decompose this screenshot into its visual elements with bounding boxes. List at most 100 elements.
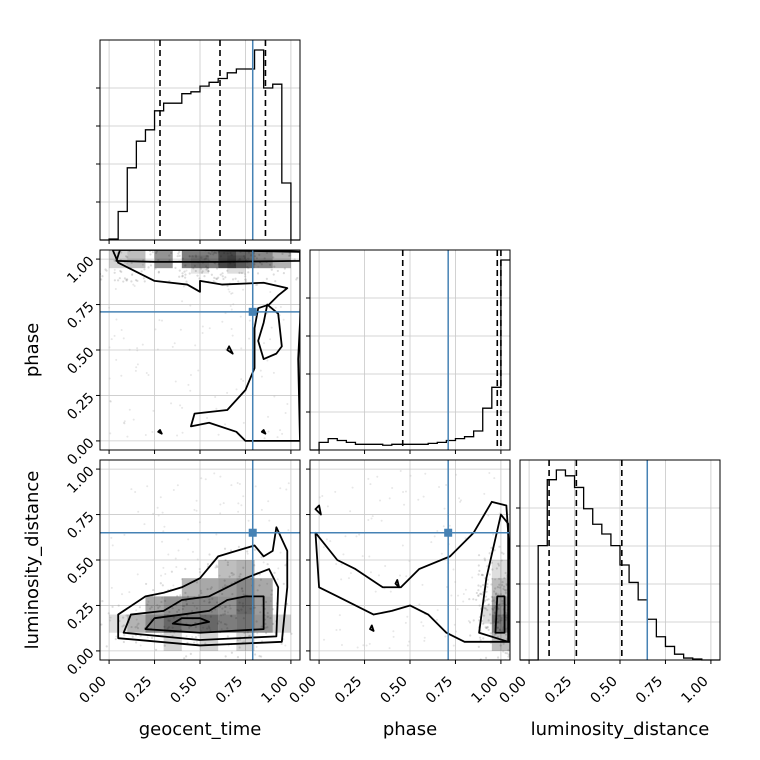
scatter-point [286, 242, 288, 244]
scatter-point [161, 511, 164, 514]
scatter-point [266, 563, 269, 566]
scatter-point [123, 422, 126, 425]
scatter-point [497, 607, 500, 610]
scatter-point [215, 277, 219, 281]
scatter-point [144, 582, 148, 586]
scatter-point [238, 483, 241, 486]
scatter-point [488, 573, 491, 576]
scatter-point [191, 550, 194, 553]
scatter-point [230, 327, 233, 330]
contour-line [226, 345, 234, 355]
scatter-point [208, 600, 211, 604]
scatter-point [172, 489, 175, 492]
scatter-point [253, 653, 257, 656]
scatter-point [448, 524, 451, 527]
scatter-point [244, 278, 247, 281]
scatter-point [113, 268, 116, 271]
scatter-point [203, 275, 206, 278]
scatter-point [406, 644, 409, 647]
scatter-point [504, 633, 508, 636]
x-tick-label: 0.00 [77, 674, 110, 707]
density-cell [491, 578, 510, 597]
scatter-point [458, 497, 461, 500]
scatter-point [260, 556, 263, 559]
x-tick-label: 0.50 [587, 674, 620, 707]
scatter-point [479, 585, 482, 588]
scatter-point [128, 591, 131, 594]
scatter-point [485, 626, 488, 630]
scatter-point [139, 644, 142, 647]
scatter-point [477, 589, 480, 592]
scatter-point [154, 648, 158, 651]
scatter-point [486, 626, 489, 629]
scatter-point [149, 264, 153, 267]
scatter-point [456, 608, 459, 611]
scatter-point [513, 628, 515, 630]
scatter-point [209, 243, 211, 245]
scatter-point [430, 541, 433, 544]
scatter-point [237, 502, 240, 505]
scatter-point [189, 389, 192, 392]
scatter-point [267, 500, 270, 503]
scatter-point [221, 592, 224, 596]
scatter-point [495, 567, 498, 570]
scatter-point [502, 552, 505, 555]
x-tick-label: 0.00 [497, 674, 530, 707]
scatter-point [422, 495, 425, 498]
x-axis-label-phase: phase [383, 719, 437, 740]
scatter-point [490, 583, 493, 586]
scatter-point [128, 348, 131, 351]
scatter-point [274, 247, 276, 249]
density-cell [218, 596, 237, 615]
scatter-point [146, 485, 149, 488]
scatter-point [171, 345, 174, 348]
scatter-point [368, 642, 371, 645]
scatter-point [240, 378, 243, 381]
scatter-point [498, 603, 501, 607]
scatter-point [418, 603, 421, 606]
scatter-point [138, 606, 141, 609]
scatter-point [514, 566, 516, 568]
scatter-point [401, 544, 404, 547]
scatter-point [136, 626, 140, 630]
scatter-point [273, 571, 276, 574]
scatter-point [109, 400, 112, 403]
density-cell [145, 614, 164, 633]
scatter-point [177, 549, 180, 552]
density-cell [181, 596, 200, 615]
scatter-point [326, 505, 329, 508]
scatter-point [111, 544, 114, 547]
scatter-point [150, 606, 153, 609]
scatter-point [126, 256, 129, 259]
scatter-point [219, 605, 222, 608]
density-cell [272, 250, 291, 269]
scatter-point [176, 255, 179, 258]
panel-content [100, 460, 300, 660]
scatter-point [219, 503, 222, 506]
scatter-point [246, 552, 249, 555]
scatter-point [420, 621, 423, 624]
scatter-point [255, 283, 259, 286]
scatter-point [134, 490, 137, 493]
scatter-point [504, 571, 507, 575]
scatter-point [417, 498, 420, 501]
scatter-point [279, 245, 281, 247]
scatter-point [481, 574, 485, 577]
scatter-point [482, 622, 485, 625]
scatter-point [168, 610, 171, 614]
scatter-point [477, 594, 480, 597]
scatter-point [482, 637, 485, 640]
scatter-point [209, 243, 211, 245]
scatter-point [499, 593, 503, 596]
scatter-point [511, 572, 513, 574]
scatter-point [513, 622, 515, 624]
scatter-point [124, 255, 128, 258]
scatter-point [505, 583, 508, 586]
scatter-point [126, 435, 129, 438]
scatter-point [479, 592, 482, 595]
scatter-point [513, 623, 515, 625]
scatter-point [208, 327, 211, 330]
scatter-point [163, 525, 166, 528]
scatter-point [495, 592, 498, 595]
scatter-point [191, 610, 194, 613]
